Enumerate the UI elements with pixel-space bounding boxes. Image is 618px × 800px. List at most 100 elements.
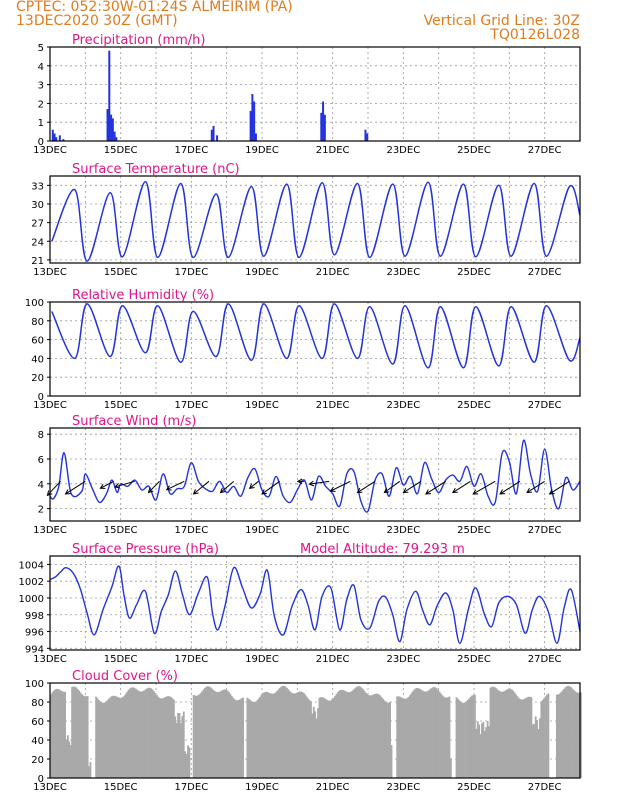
cloud-bar xyxy=(321,697,324,778)
cloud-bar xyxy=(225,689,228,778)
cloud-bar xyxy=(475,728,478,778)
cloud-bar xyxy=(345,691,348,778)
cloud-bar xyxy=(64,691,66,778)
cloud-bar xyxy=(400,697,403,778)
cloud-bar xyxy=(201,691,204,778)
cloud-bar xyxy=(322,697,325,778)
cloud-bar xyxy=(547,693,550,778)
cloud-bar xyxy=(495,688,498,778)
wind-vector-head xyxy=(113,483,120,489)
cloud-bar xyxy=(302,693,305,778)
cloud-bar xyxy=(208,686,211,778)
cloud-bar xyxy=(386,702,389,778)
temp-series-line xyxy=(51,180,581,262)
cloud-bar xyxy=(362,689,365,778)
cloud-bar xyxy=(485,727,488,778)
cloud-bar xyxy=(506,689,509,778)
cloud-bar xyxy=(196,695,199,778)
cloud-bar xyxy=(146,688,148,778)
cloud-bar xyxy=(160,698,163,778)
temp-ytick-label: 21 xyxy=(31,256,44,267)
cloud-bar xyxy=(366,694,369,778)
cloud-bar xyxy=(365,692,367,778)
cloud-bar xyxy=(242,697,245,778)
cloud-bar xyxy=(435,688,438,778)
precip-bar xyxy=(322,101,325,141)
cloud-bar xyxy=(236,700,239,778)
cloud-bar xyxy=(62,691,65,778)
rh-xtick-label: 13DEC xyxy=(33,400,67,411)
wind-xtick-label: 17DEC xyxy=(174,525,208,536)
cloud-bar xyxy=(314,711,317,778)
cloud-bar xyxy=(280,686,283,778)
cloud-bar xyxy=(363,691,366,778)
wind-xtick-label: 19DEC xyxy=(245,525,279,536)
cloud-bar xyxy=(417,688,420,778)
cloud-bar xyxy=(557,694,560,778)
cloud-xtick-label: 21DEC xyxy=(316,782,350,793)
precip-bar xyxy=(251,94,254,141)
wind-vector-head xyxy=(425,489,431,495)
cloud-bar xyxy=(256,700,259,778)
cloud-bar xyxy=(150,688,153,778)
cloud-bar xyxy=(130,687,133,778)
header-model-id: TQ0126L028 xyxy=(490,27,580,43)
cloud-bar xyxy=(315,718,318,778)
cloud-bar xyxy=(286,687,288,778)
wind-ytick-label: 6 xyxy=(38,455,44,466)
cloud-bar xyxy=(55,688,58,778)
rh-xtick-label: 21DEC xyxy=(316,400,350,411)
cloud-bar xyxy=(348,692,351,778)
precip-bar xyxy=(106,109,109,141)
temp-xtick-label: 23DEC xyxy=(386,267,420,278)
wind-xtick-label: 21DEC xyxy=(316,525,350,536)
cloud-bar xyxy=(126,691,129,778)
cloud-bar xyxy=(182,711,185,778)
cloud-bar xyxy=(127,689,130,778)
cloud-bar xyxy=(263,692,266,778)
cloud-bar xyxy=(507,688,510,778)
cloud-bar xyxy=(184,751,187,778)
cloud-bar xyxy=(240,698,243,778)
cloud-bar xyxy=(461,702,464,778)
rh-xtick-label: 23DEC xyxy=(386,400,420,411)
cloud-bar xyxy=(264,691,267,778)
cloud-bar xyxy=(122,696,124,778)
rh-ytick-label: 40 xyxy=(31,354,44,365)
temp-xtick-label: 19DEC xyxy=(245,267,279,278)
cloud-bar xyxy=(68,741,71,778)
cloud-bar xyxy=(131,687,134,778)
cloud-bar xyxy=(397,696,400,778)
cloud-bar xyxy=(342,690,345,778)
wind-vector-head xyxy=(526,487,533,494)
cloud-bar xyxy=(270,693,273,778)
cloud-bar xyxy=(106,700,109,778)
wind-xtick-label: 25DEC xyxy=(457,525,491,536)
cloud-bar xyxy=(86,695,89,778)
cloud-bar xyxy=(505,690,507,778)
pres-frame xyxy=(49,555,581,651)
cloud-bar xyxy=(259,696,261,778)
wind-ytick-label: 8 xyxy=(38,430,44,441)
cloud-bar xyxy=(154,693,157,778)
cloud-bar xyxy=(115,696,117,778)
wind-vector-head xyxy=(261,489,268,495)
cloud-bar xyxy=(526,697,529,778)
cloud-bar xyxy=(332,697,335,778)
precip-xtick-label: 27DEC xyxy=(528,145,562,156)
cloud-bar xyxy=(123,695,126,778)
precip-bar xyxy=(254,133,257,141)
precip-bar xyxy=(249,110,252,141)
cloud-bar xyxy=(107,698,110,778)
cloud-bar xyxy=(228,692,230,778)
cloud-bar xyxy=(52,690,55,778)
cloud-bar xyxy=(377,694,380,778)
cloud-bar xyxy=(438,691,441,778)
rh-series-line xyxy=(51,303,581,369)
cloud-bar xyxy=(188,747,191,778)
cloud-bar xyxy=(58,689,61,778)
cloud-bar xyxy=(396,696,399,778)
cloud-bar xyxy=(492,686,495,778)
cloud-bar xyxy=(563,688,565,778)
cloud-xtick-label: 27DEC xyxy=(528,782,562,793)
